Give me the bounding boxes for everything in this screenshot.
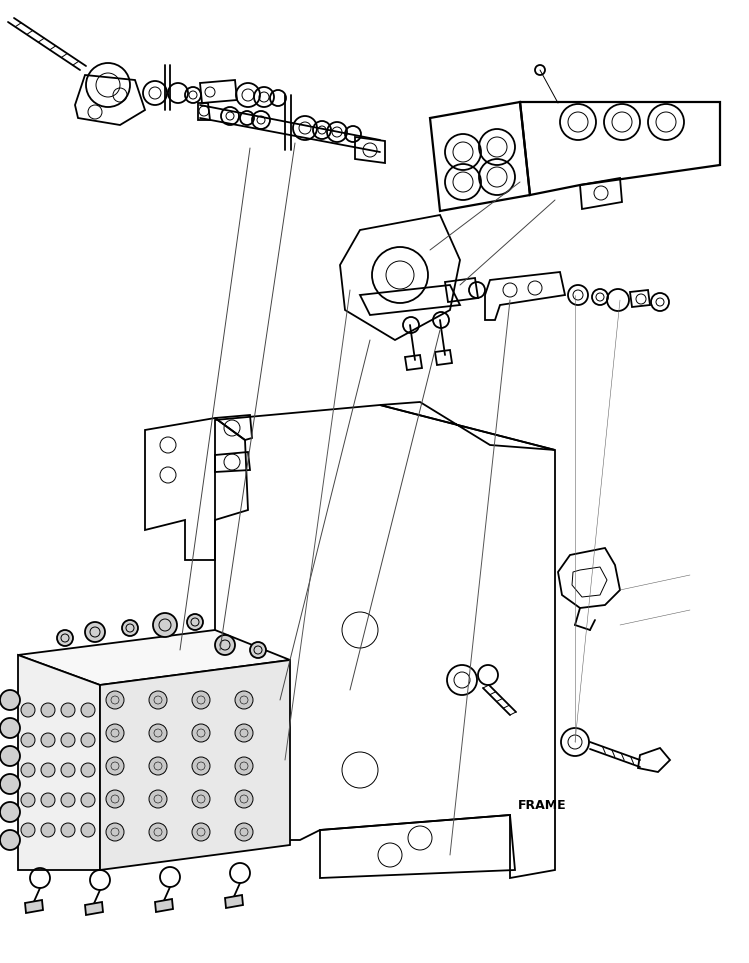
Circle shape <box>21 823 35 837</box>
Circle shape <box>41 763 55 777</box>
Circle shape <box>215 635 235 655</box>
Polygon shape <box>85 902 103 915</box>
Circle shape <box>149 790 167 808</box>
Circle shape <box>41 793 55 807</box>
Circle shape <box>21 733 35 747</box>
Circle shape <box>21 703 35 717</box>
Circle shape <box>41 823 55 837</box>
Circle shape <box>106 790 124 808</box>
Circle shape <box>235 823 253 841</box>
Circle shape <box>81 823 95 837</box>
Circle shape <box>153 613 177 637</box>
Circle shape <box>106 724 124 742</box>
Circle shape <box>106 757 124 775</box>
Polygon shape <box>225 895 243 908</box>
Circle shape <box>192 691 210 709</box>
Polygon shape <box>18 630 290 685</box>
Circle shape <box>61 763 75 777</box>
Circle shape <box>21 763 35 777</box>
Circle shape <box>81 763 95 777</box>
Circle shape <box>61 733 75 747</box>
Circle shape <box>85 622 105 642</box>
Circle shape <box>61 823 75 837</box>
Circle shape <box>192 724 210 742</box>
Circle shape <box>122 620 138 636</box>
Circle shape <box>192 823 210 841</box>
Circle shape <box>235 790 253 808</box>
Circle shape <box>0 774 20 794</box>
Circle shape <box>149 724 167 742</box>
Circle shape <box>0 690 20 710</box>
Circle shape <box>41 703 55 717</box>
Circle shape <box>235 724 253 742</box>
Circle shape <box>187 614 203 630</box>
Circle shape <box>21 793 35 807</box>
Circle shape <box>0 718 20 738</box>
Circle shape <box>57 630 73 646</box>
Circle shape <box>192 790 210 808</box>
Circle shape <box>149 691 167 709</box>
Circle shape <box>106 823 124 841</box>
Circle shape <box>0 802 20 822</box>
Polygon shape <box>100 660 290 870</box>
Circle shape <box>106 691 124 709</box>
Circle shape <box>81 703 95 717</box>
Circle shape <box>250 642 266 658</box>
Circle shape <box>0 830 20 850</box>
Circle shape <box>235 691 253 709</box>
Circle shape <box>149 757 167 775</box>
Polygon shape <box>25 900 43 913</box>
Circle shape <box>235 757 253 775</box>
Circle shape <box>81 733 95 747</box>
Text: FRAME: FRAME <box>518 798 567 812</box>
Circle shape <box>149 823 167 841</box>
Circle shape <box>192 757 210 775</box>
Circle shape <box>61 703 75 717</box>
Circle shape <box>0 746 20 766</box>
Circle shape <box>61 793 75 807</box>
Polygon shape <box>18 655 100 870</box>
Circle shape <box>41 733 55 747</box>
Polygon shape <box>155 899 173 912</box>
Circle shape <box>81 793 95 807</box>
